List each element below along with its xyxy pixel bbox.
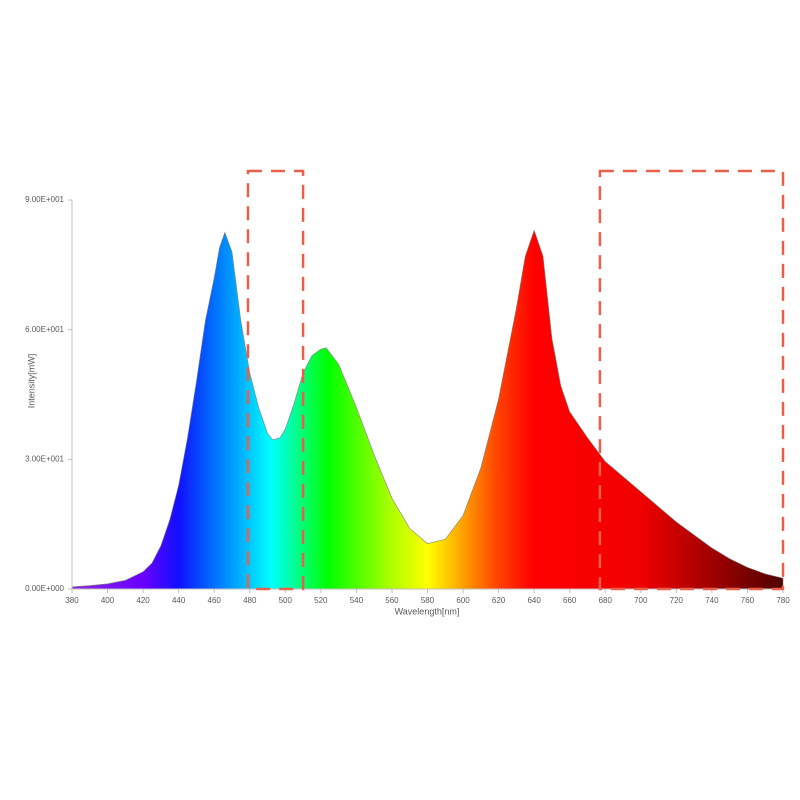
y-tick-label: 3.00E+001 xyxy=(25,454,64,463)
highlight-box xyxy=(598,169,785,591)
x-tick-label: 700 xyxy=(634,596,648,605)
x-tick-label: 620 xyxy=(492,596,506,605)
x-tick-label: 740 xyxy=(705,596,719,605)
x-tick-label: 580 xyxy=(421,596,435,605)
x-tick-label: 760 xyxy=(741,596,755,605)
x-tick-label: 520 xyxy=(314,596,328,605)
x-axis-title: Wavelength[nm] xyxy=(395,606,460,616)
x-tick-label: 720 xyxy=(670,596,684,605)
x-tick-label: 380 xyxy=(65,596,79,605)
x-tick-label: 480 xyxy=(243,596,257,605)
x-tick-label: 460 xyxy=(208,596,222,605)
x-tick-label: 600 xyxy=(456,596,470,605)
highlight-box xyxy=(246,169,305,591)
spectrum-area xyxy=(71,229,784,590)
y-tick-label: 6.00E+001 xyxy=(25,325,64,334)
y-tick-label: 9.00E+001 xyxy=(25,195,64,204)
y-axis-title: Intensity[mW] xyxy=(26,354,36,409)
x-tick-label: 440 xyxy=(172,596,186,605)
x-tick-label: 780 xyxy=(776,596,790,605)
x-tick-label: 640 xyxy=(527,596,541,605)
y-tick-label: 0.00E+000 xyxy=(25,584,64,593)
x-tick-label: 400 xyxy=(101,596,115,605)
x-tick-label: 500 xyxy=(279,596,293,605)
x-tick-label: 420 xyxy=(136,596,150,605)
x-tick-label: 680 xyxy=(599,596,613,605)
x-tick-label: 660 xyxy=(563,596,577,605)
x-tick-label: 560 xyxy=(385,596,399,605)
x-tick-label: 540 xyxy=(350,596,364,605)
